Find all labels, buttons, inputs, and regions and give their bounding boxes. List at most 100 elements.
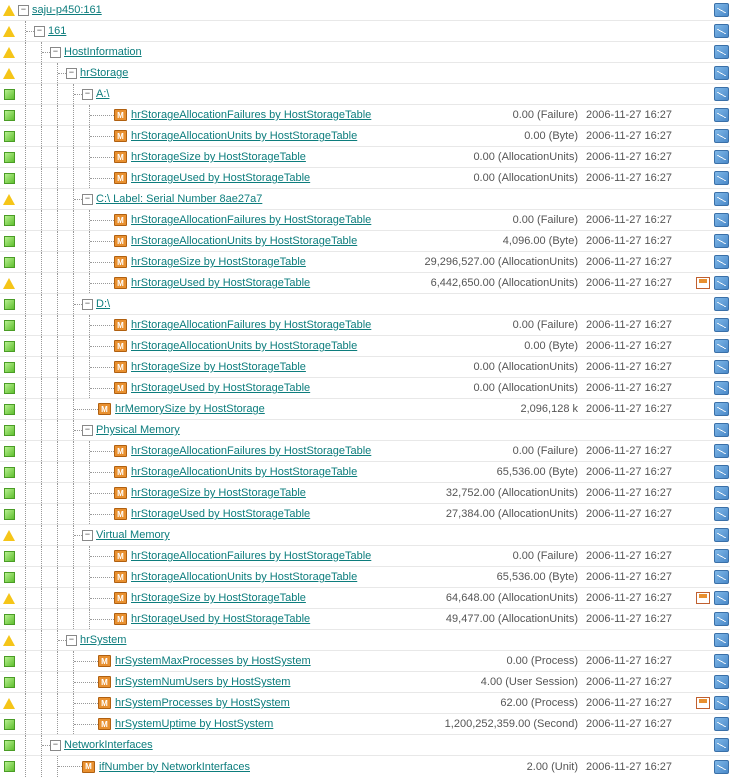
chart-icon[interactable] bbox=[714, 444, 729, 458]
node-link[interactable]: D:\ bbox=[96, 298, 110, 310]
metric-link[interactable]: hrStorageSize by HostStorageTable bbox=[131, 256, 306, 268]
metric-link[interactable]: hrStorageAllocationUnits by HostStorageT… bbox=[131, 340, 357, 352]
threshold-alert-icon[interactable] bbox=[696, 697, 710, 709]
chart-icon[interactable] bbox=[714, 696, 729, 710]
threshold-alert-icon[interactable] bbox=[696, 277, 710, 289]
chart-icon[interactable] bbox=[714, 760, 729, 774]
chart-icon[interactable] bbox=[714, 381, 729, 395]
metric-link[interactable]: hrMemorySize by HostStorage bbox=[115, 403, 265, 415]
metric-link[interactable]: hrStorageSize by HostStorageTable bbox=[131, 361, 306, 373]
metric-link[interactable]: hrStorageAllocationFailures by HostStora… bbox=[131, 319, 371, 331]
node-link[interactable]: hrStorage bbox=[80, 67, 128, 79]
metric-link[interactable]: hrStorageAllocationUnits by HostStorageT… bbox=[131, 571, 357, 583]
chart-icon[interactable] bbox=[714, 570, 729, 584]
collapse-toggle[interactable]: − bbox=[50, 47, 61, 58]
node-link[interactable]: hrSystem bbox=[80, 634, 126, 646]
collapse-toggle[interactable]: − bbox=[18, 5, 29, 16]
metric-link[interactable]: hrSystemMaxProcesses by HostSystem bbox=[115, 655, 311, 667]
chart-icon[interactable] bbox=[714, 150, 729, 164]
metric-link[interactable]: hrStorageAllocationUnits by HostStorageT… bbox=[131, 466, 357, 478]
metric-link[interactable]: hrStorageAllocationFailures by HostStora… bbox=[131, 214, 371, 226]
metric-link[interactable]: hrStorageAllocationFailures by HostStora… bbox=[131, 445, 371, 457]
collapse-toggle[interactable]: − bbox=[66, 68, 77, 79]
metric-link[interactable]: hrStorageUsed by HostStorageTable bbox=[131, 277, 310, 289]
metric-link[interactable]: hrStorageUsed by HostStorageTable bbox=[131, 613, 310, 625]
chart-icon[interactable] bbox=[714, 507, 729, 521]
metric-link[interactable]: hrSystemUptime by HostSystem bbox=[115, 718, 273, 730]
chart-icon[interactable] bbox=[714, 276, 729, 290]
timestamp: 2006-11-27 16:27 bbox=[586, 130, 694, 142]
chart-icon[interactable] bbox=[714, 402, 729, 416]
chart-icon[interactable] bbox=[714, 45, 729, 59]
node-link[interactable]: A:\ bbox=[96, 88, 109, 100]
chart-icon[interactable] bbox=[714, 423, 729, 437]
metric-link[interactable]: hrStorageAllocationUnits by HostStorageT… bbox=[131, 130, 357, 142]
chart-icon[interactable] bbox=[714, 675, 729, 689]
chart-icon[interactable] bbox=[714, 549, 729, 563]
chart-icon[interactable] bbox=[714, 360, 729, 374]
metric-link[interactable]: hrStorageUsed by HostStorageTable bbox=[131, 508, 310, 520]
node-link[interactable]: Virtual Memory bbox=[96, 529, 170, 541]
collapse-toggle[interactable]: − bbox=[82, 425, 93, 436]
timestamp: 2006-11-27 16:27 bbox=[586, 487, 694, 499]
tree-cell: −saju-p450:161 bbox=[18, 0, 416, 20]
chart-icon[interactable] bbox=[714, 192, 729, 206]
collapse-toggle[interactable]: − bbox=[66, 635, 77, 646]
chart-icon[interactable] bbox=[714, 66, 729, 80]
chart-icon[interactable] bbox=[714, 528, 729, 542]
node-link[interactable]: saju-p450:161 bbox=[32, 4, 102, 16]
chart-icon[interactable] bbox=[714, 297, 729, 311]
metric-icon: M bbox=[114, 214, 127, 226]
collapse-toggle[interactable]: − bbox=[50, 740, 61, 751]
chart-icon[interactable] bbox=[714, 465, 729, 479]
chart-icon[interactable] bbox=[714, 129, 729, 143]
metric-link[interactable]: hrStorageSize by HostStorageTable bbox=[131, 151, 306, 163]
chart-icon[interactable] bbox=[714, 255, 729, 269]
collapse-toggle[interactable]: − bbox=[82, 299, 93, 310]
chart-icon[interactable] bbox=[714, 318, 729, 332]
threshold-alert-icon[interactable] bbox=[696, 592, 710, 604]
chart-icon[interactable] bbox=[714, 654, 729, 668]
metric-value: 0.00 (Process) bbox=[416, 655, 586, 667]
metric-link[interactable]: hrStorageAllocationUnits by HostStorageT… bbox=[131, 235, 357, 247]
chart-icon[interactable] bbox=[714, 87, 729, 101]
metric-link[interactable]: hrStorageAllocationFailures by HostStora… bbox=[131, 109, 371, 121]
collapse-toggle[interactable]: − bbox=[82, 530, 93, 541]
chart-icon[interactable] bbox=[714, 612, 729, 626]
metric-link[interactable]: hrStorageUsed by HostStorageTable bbox=[131, 172, 310, 184]
collapse-toggle[interactable]: − bbox=[82, 194, 93, 205]
tree-cell: −Physical Memory bbox=[18, 420, 416, 440]
chart-icon[interactable] bbox=[714, 171, 729, 185]
tree-cell: −HostInformation bbox=[18, 42, 416, 62]
metric-link[interactable]: hrStorageAllocationFailures by HostStora… bbox=[131, 550, 371, 562]
node-link[interactable]: 161 bbox=[48, 25, 66, 37]
chart-icon[interactable] bbox=[714, 591, 729, 605]
node-link[interactable]: C:\ Label: Serial Number 8ae27a7 bbox=[96, 193, 262, 205]
chart-icon[interactable] bbox=[714, 213, 729, 227]
chart-icon[interactable] bbox=[714, 738, 729, 752]
metric-link[interactable]: hrStorageSize by HostStorageTable bbox=[131, 592, 306, 604]
chart-icon[interactable] bbox=[714, 633, 729, 647]
tree-row: MhrSystemMaxProcesses by HostSystem0.00 … bbox=[0, 651, 730, 672]
metric-link[interactable]: hrSystemNumUsers by HostSystem bbox=[115, 676, 290, 688]
chart-icon[interactable] bbox=[714, 717, 729, 731]
node-link[interactable]: HostInformation bbox=[64, 46, 142, 58]
metric-link[interactable]: hrSystemProcesses by HostSystem bbox=[115, 697, 290, 709]
tree-cell: MhrSystemMaxProcesses by HostSystem bbox=[18, 651, 416, 671]
chart-icon[interactable] bbox=[714, 486, 729, 500]
chart-cell bbox=[712, 738, 730, 752]
metric-link[interactable]: hrStorageUsed by HostStorageTable bbox=[131, 382, 310, 394]
metric-link[interactable]: hrStorageSize by HostStorageTable bbox=[131, 487, 306, 499]
chart-icon[interactable] bbox=[714, 24, 729, 38]
chart-icon[interactable] bbox=[714, 108, 729, 122]
chart-icon[interactable] bbox=[714, 3, 729, 17]
tree-cell: MhrStorageAllocationUnits by HostStorage… bbox=[18, 462, 416, 482]
collapse-toggle[interactable]: − bbox=[34, 26, 45, 37]
tree-cell: MhrStorageUsed by HostStorageTable bbox=[18, 168, 416, 188]
node-link[interactable]: NetworkInterfaces bbox=[64, 739, 153, 751]
chart-icon[interactable] bbox=[714, 234, 729, 248]
metric-link[interactable]: ifNumber by NetworkInterfaces bbox=[99, 761, 250, 773]
node-link[interactable]: Physical Memory bbox=[96, 424, 180, 436]
collapse-toggle[interactable]: − bbox=[82, 89, 93, 100]
chart-icon[interactable] bbox=[714, 339, 729, 353]
